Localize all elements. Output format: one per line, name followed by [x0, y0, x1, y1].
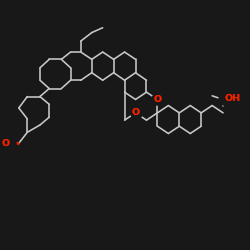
Text: O: O	[132, 108, 140, 117]
Text: OH: OH	[224, 94, 240, 104]
Text: O: O	[153, 95, 162, 104]
Text: O: O	[153, 95, 162, 104]
Text: O: O	[132, 108, 140, 117]
Text: O: O	[2, 139, 10, 148]
Text: OH: OH	[224, 94, 240, 104]
Text: O: O	[2, 139, 10, 148]
